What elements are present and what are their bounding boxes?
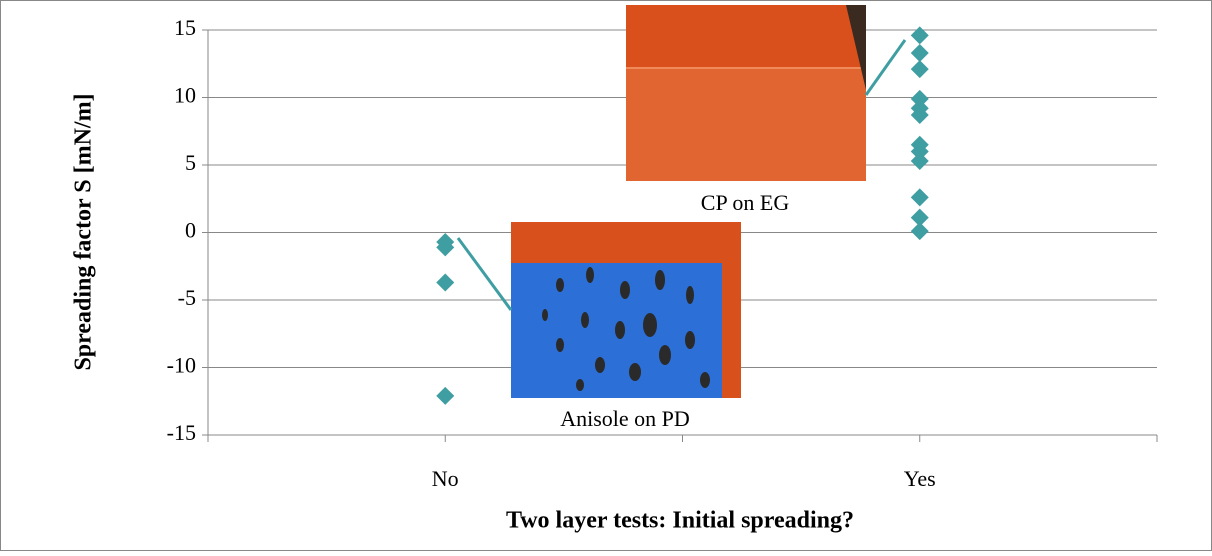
- y-tick-label: 0: [185, 218, 196, 243]
- y-tick-label: -5: [178, 285, 196, 310]
- chart: -15 -10 -5 0 5 10 15 No Yes CP on EG Anisole on …: [0, 0, 1212, 551]
- y-tick-label: -15: [167, 420, 196, 445]
- x-tick-label: Yes: [904, 466, 936, 491]
- y-axis-title: Spreading factor S [mN/m]: [71, 93, 97, 370]
- y-tick-label: 5: [185, 150, 196, 175]
- annotation: Anisole on PD: [560, 406, 690, 431]
- x-axis-title: Two layer tests: Initial spreading?: [506, 508, 854, 534]
- y-tick-label: 10: [174, 83, 196, 108]
- y-tick-label: -10: [167, 353, 196, 378]
- y-tick-label: 15: [174, 15, 196, 40]
- inset-photo: [511, 222, 741, 398]
- x-tick-label: No: [432, 466, 459, 491]
- annotation: CP on EG: [701, 190, 790, 215]
- inset-photo: [626, 5, 866, 181]
